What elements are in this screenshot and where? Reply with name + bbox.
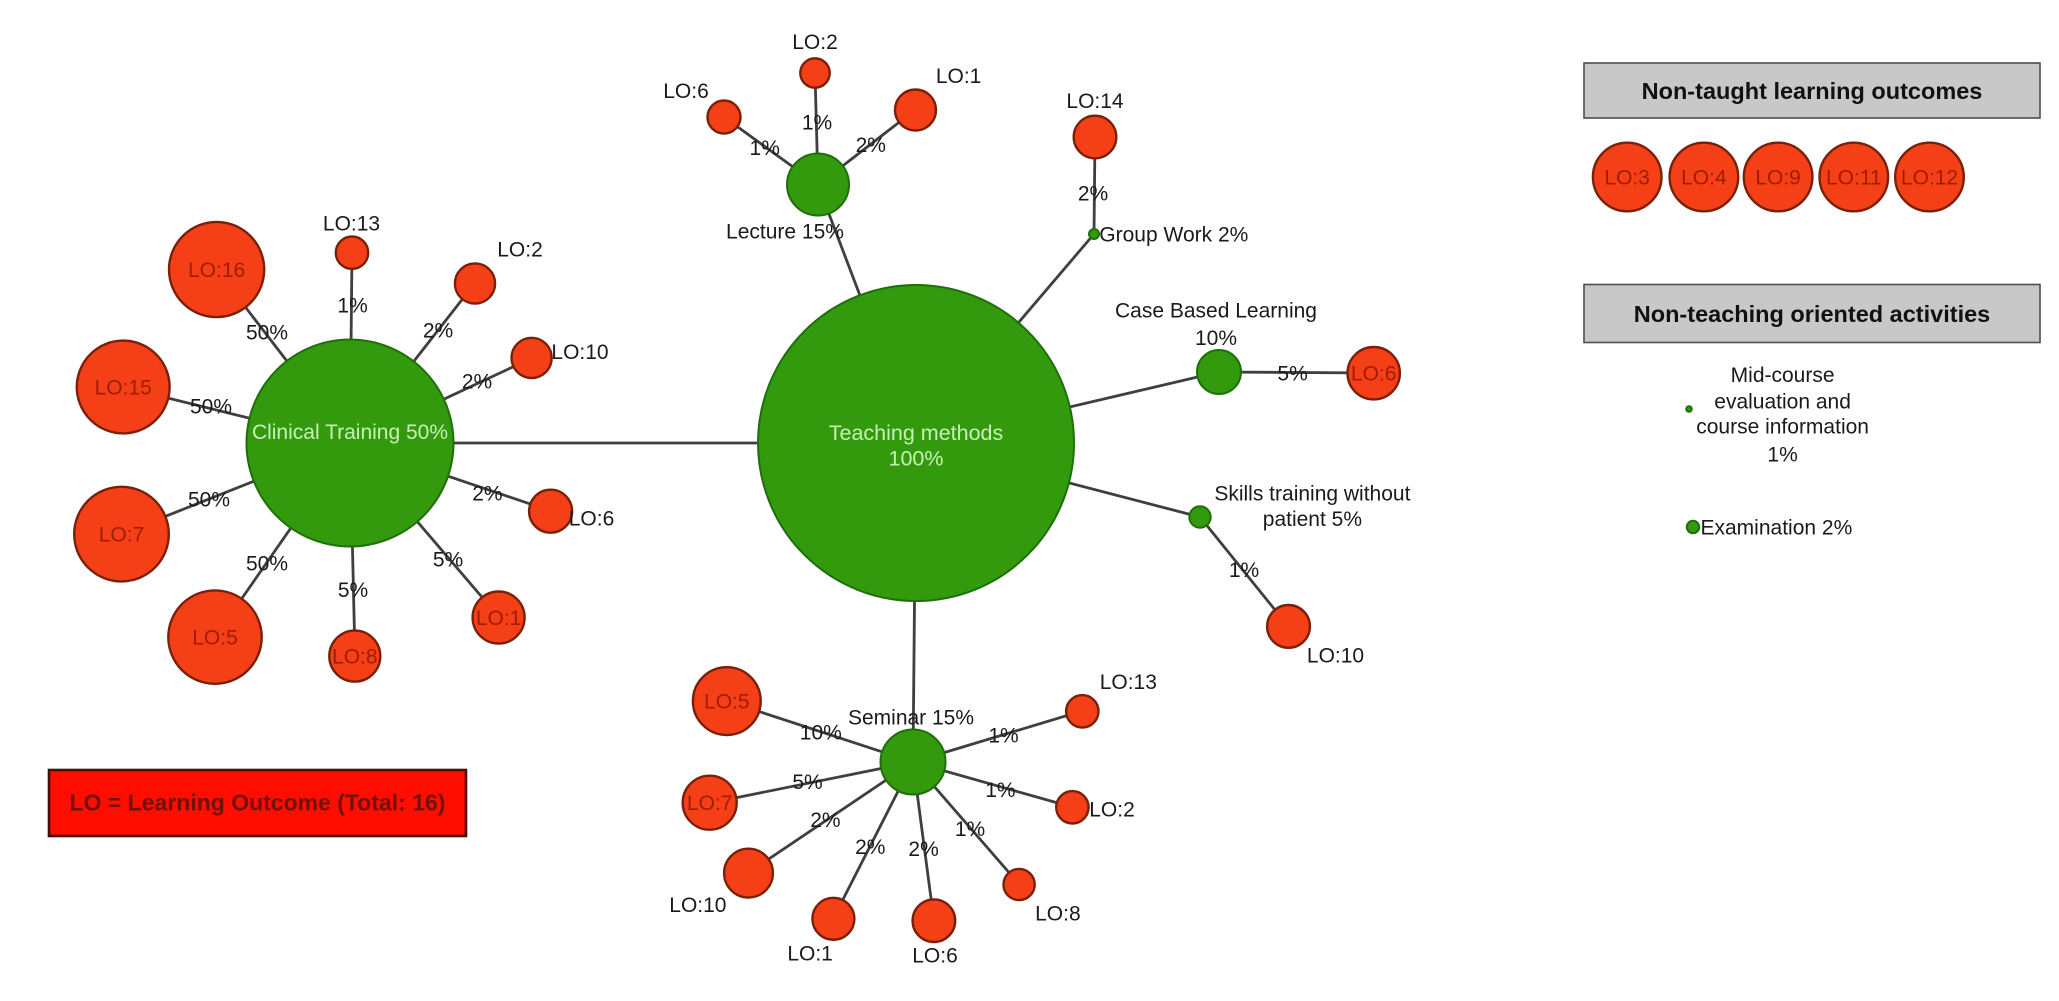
- svg-text:LO:3: LO:3: [1604, 166, 1650, 189]
- svg-text:LO:2: LO:2: [497, 238, 543, 261]
- svg-text:LO:1: LO:1: [476, 607, 522, 630]
- svg-text:50%: 50%: [246, 552, 288, 575]
- svg-text:10%: 10%: [800, 722, 842, 745]
- svg-text:Mid-course: Mid-course: [1731, 364, 1835, 387]
- svg-text:LO = Learning Outcome (Total:: LO = Learning Outcome (Total: 16): [70, 790, 446, 816]
- svg-text:Skills training without: Skills training without: [1214, 483, 1410, 506]
- svg-text:2%: 2%: [855, 836, 885, 859]
- svg-text:2%: 2%: [472, 482, 502, 505]
- svg-text:course information: course information: [1696, 416, 1869, 439]
- svg-text:10%: 10%: [1195, 327, 1237, 350]
- svg-text:5%: 5%: [338, 579, 368, 602]
- svg-text:LO:5: LO:5: [704, 691, 750, 714]
- svg-text:50%: 50%: [246, 321, 288, 344]
- svg-text:1%: 1%: [1767, 443, 1797, 466]
- svg-text:1%: 1%: [985, 779, 1015, 802]
- svg-text:LO:6: LO:6: [1351, 363, 1397, 386]
- svg-text:1%: 1%: [955, 818, 985, 841]
- svg-text:evaluation and: evaluation and: [1714, 390, 1851, 413]
- svg-text:LO:1: LO:1: [787, 942, 833, 965]
- svg-text:Lecture 15%: Lecture 15%: [726, 220, 844, 243]
- svg-text:LO:13: LO:13: [323, 212, 380, 235]
- svg-text:Case Based Learning: Case Based Learning: [1115, 299, 1317, 322]
- svg-text:Teaching methods: Teaching methods: [829, 421, 1004, 445]
- svg-text:Non-taught learning outcomes: Non-taught learning outcomes: [1642, 78, 1983, 104]
- svg-text:2%: 2%: [462, 370, 492, 393]
- svg-text:1%: 1%: [750, 137, 780, 160]
- svg-text:LO:6: LO:6: [912, 944, 958, 967]
- svg-text:LO:16: LO:16: [188, 259, 245, 282]
- svg-text:2%: 2%: [908, 838, 938, 861]
- svg-text:LO:15: LO:15: [95, 376, 152, 399]
- svg-text:2%: 2%: [856, 134, 886, 157]
- svg-text:5%: 5%: [792, 771, 822, 794]
- svg-text:LO:12: LO:12: [1901, 166, 1958, 189]
- svg-text:LO:7: LO:7: [687, 792, 733, 815]
- svg-text:LO:11: LO:11: [1826, 166, 1882, 189]
- svg-text:100%: 100%: [889, 447, 944, 471]
- svg-text:5%: 5%: [433, 548, 463, 571]
- svg-text:1%: 1%: [1229, 559, 1259, 582]
- svg-text:Seminar 15%: Seminar 15%: [848, 706, 974, 729]
- svg-text:LO:10: LO:10: [551, 341, 608, 364]
- svg-text:LO:2: LO:2: [792, 31, 838, 54]
- svg-text:LO:2: LO:2: [1089, 799, 1135, 822]
- svg-text:1%: 1%: [988, 724, 1018, 747]
- svg-text:LO:8: LO:8: [1035, 903, 1081, 926]
- svg-text:2%: 2%: [423, 319, 453, 342]
- svg-text:Non-teaching oriented activiti: Non-teaching oriented activities: [1634, 301, 1990, 327]
- svg-text:Examination 2%: Examination 2%: [1701, 516, 1853, 539]
- svg-text:1%: 1%: [337, 294, 367, 317]
- svg-text:LO:4: LO:4: [1681, 166, 1727, 189]
- svg-text:LO:8: LO:8: [332, 646, 378, 669]
- svg-text:LO:9: LO:9: [1755, 166, 1801, 189]
- svg-text:1%: 1%: [802, 111, 832, 134]
- svg-text:LO:14: LO:14: [1066, 90, 1124, 113]
- svg-text:Group Work 2%: Group Work 2%: [1099, 223, 1248, 246]
- svg-text:LO:13: LO:13: [1100, 671, 1157, 694]
- svg-text:LO:10: LO:10: [1307, 644, 1364, 667]
- svg-text:2%: 2%: [1078, 182, 1108, 205]
- svg-text:patient 5%: patient 5%: [1263, 508, 1362, 531]
- svg-text:5%: 5%: [1277, 362, 1307, 385]
- svg-text:LO:5: LO:5: [192, 627, 238, 650]
- svg-text:50%: 50%: [188, 488, 230, 511]
- svg-text:LO:6: LO:6: [569, 507, 615, 530]
- svg-text:Clinical Training 50%: Clinical Training 50%: [252, 421, 448, 444]
- svg-text:2%: 2%: [810, 809, 840, 832]
- svg-text:50%: 50%: [190, 395, 232, 418]
- svg-text:LO:6: LO:6: [663, 80, 709, 103]
- svg-text:LO:1: LO:1: [936, 65, 982, 88]
- svg-text:LO:7: LO:7: [99, 524, 145, 547]
- svg-text:LO:10: LO:10: [669, 894, 726, 917]
